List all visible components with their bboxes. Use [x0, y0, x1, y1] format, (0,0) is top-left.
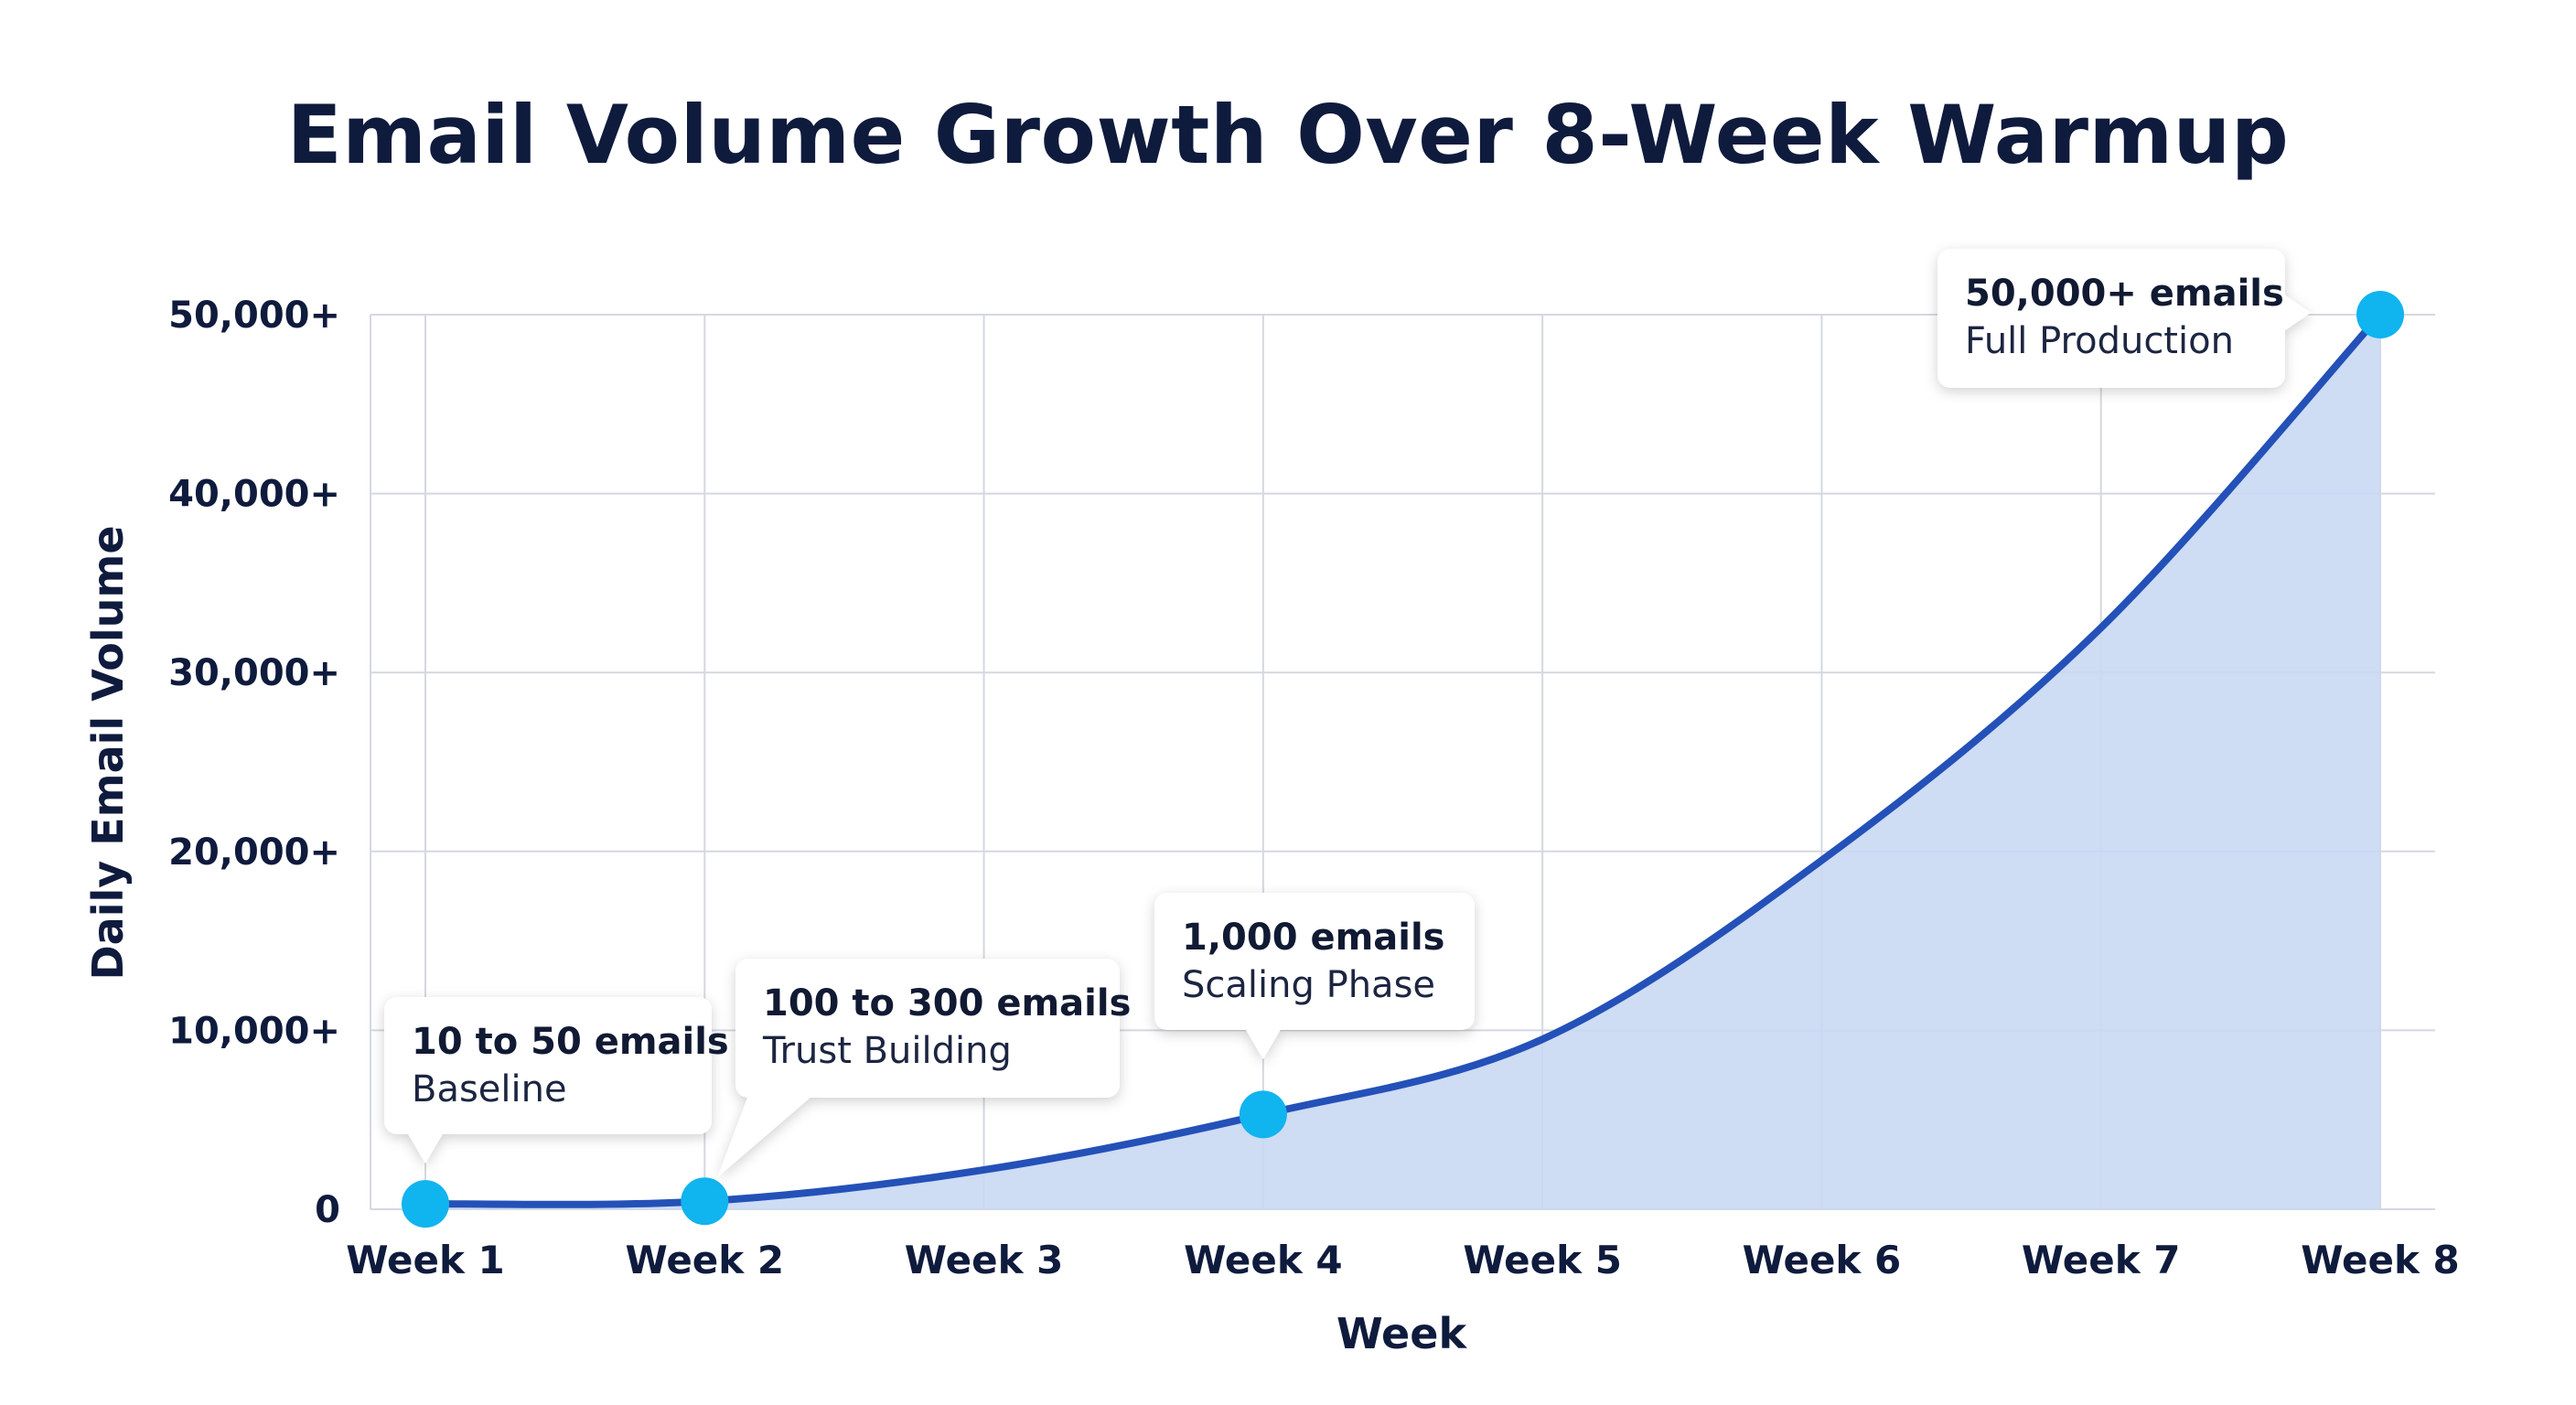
y-tick-label: 30,000+	[168, 652, 340, 694]
x-tick-label: Week 1	[346, 1238, 505, 1282]
x-tick-label: Week 5	[1463, 1238, 1622, 1282]
callout-subtitle: Scaling Phase	[1182, 964, 1435, 1006]
callout-subtitle: Trust Building	[762, 1030, 1012, 1072]
y-tick-label: 50,000+	[168, 295, 340, 337]
annotation-callout	[1937, 249, 2311, 388]
callout-pointer	[1244, 1028, 1282, 1059]
x-tick-label: Week 6	[1743, 1238, 1902, 1282]
x-tick-label: Week 4	[1184, 1238, 1343, 1282]
y-tick-label: 20,000+	[168, 831, 340, 874]
x-tick-label: Week 7	[2022, 1238, 2181, 1282]
y-axis-label: Daily Email Volume	[83, 525, 133, 980]
x-tick-label: Week 2	[625, 1238, 784, 1282]
data-point-marker	[402, 1180, 449, 1228]
callout-box	[735, 959, 1120, 1098]
callout-subtitle: Baseline	[412, 1068, 567, 1110]
chart-title: Email Volume Growth Over 8-Week Warmup	[286, 88, 2290, 182]
annotation-callout	[717, 959, 1120, 1178]
y-tick-label: 40,000+	[168, 474, 340, 516]
callout-subtitle: Full Production	[1965, 320, 2234, 362]
annotation-callout	[384, 997, 712, 1164]
callout-box	[384, 997, 712, 1134]
callout-pointer	[407, 1132, 444, 1164]
y-tick-label: 10,000+	[168, 1010, 340, 1052]
y-tick-label: 0	[315, 1189, 340, 1231]
callout-title: 10 to 50 emails	[412, 1021, 729, 1063]
callout-pointer	[717, 1061, 812, 1178]
callout-title: 100 to 300 emails	[763, 982, 1131, 1024]
callout-title: 50,000+ emails	[1965, 273, 2284, 315]
area-fill	[425, 315, 2380, 1209]
callout-pointer	[2281, 293, 2311, 333]
data-point-marker	[1239, 1090, 1287, 1139]
series-line	[422, 311, 2384, 1208]
data-point-marker	[681, 1177, 729, 1226]
callout-title: 1,000 emails	[1182, 917, 1444, 959]
annotation-callout	[1154, 893, 1475, 1059]
callout-box	[1937, 249, 2285, 388]
x-tick-label: Week 3	[905, 1238, 1064, 1282]
x-axis-label: Week	[1336, 1309, 1467, 1358]
callout-box	[1154, 893, 1475, 1030]
data-point-marker	[2356, 291, 2404, 338]
x-tick-label: Week 8	[2301, 1238, 2460, 1282]
